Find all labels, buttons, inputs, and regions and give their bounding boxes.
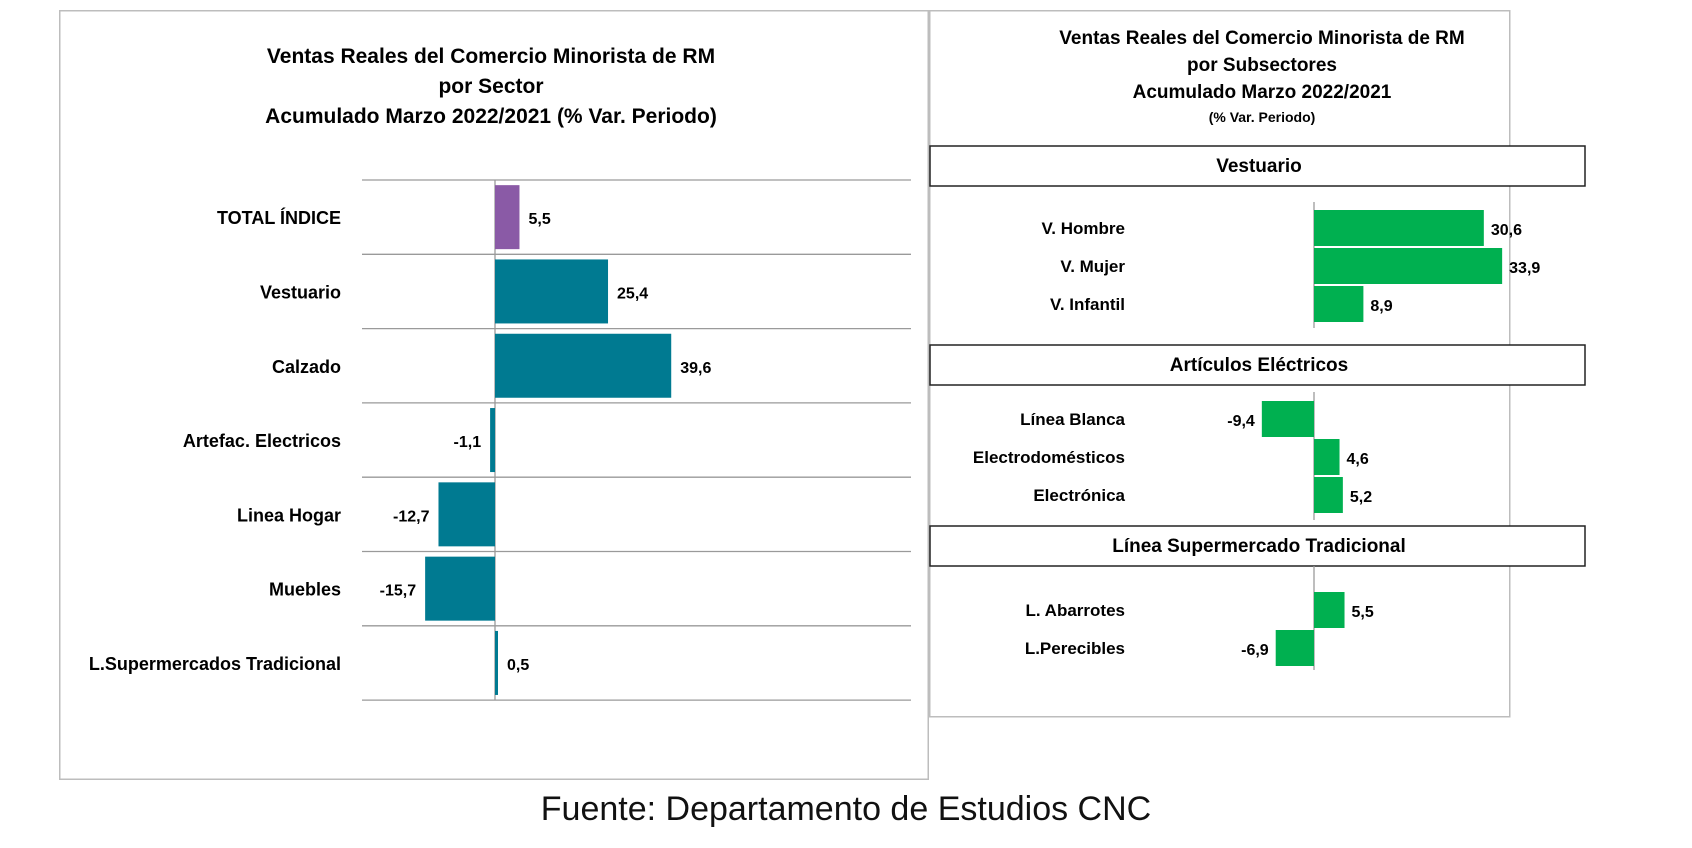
category-label: V. Mujer — [1060, 257, 1125, 276]
group-header-label: Línea Supermercado Tradicional — [1112, 536, 1406, 557]
group-header-box — [929, 525, 1586, 567]
data-label: -6,9 — [1241, 642, 1269, 659]
data-label: -12,7 — [393, 508, 430, 525]
data-label: -15,7 — [380, 583, 417, 600]
chart-subtitle: (% Var. Periodo) — [1209, 109, 1316, 125]
subsector-chart: Ventas Reales del Comercio Minorista de … — [929, 10, 1586, 718]
category-label: Vestuario — [260, 282, 341, 302]
category-label: TOTAL ÍNDICE — [217, 207, 341, 228]
data-label: 25,4 — [617, 285, 648, 302]
data-label: -9,4 — [1227, 413, 1255, 430]
group-header-label: Vestuario — [1216, 156, 1302, 177]
data-label: 33,9 — [1509, 260, 1540, 277]
bar — [1314, 286, 1364, 322]
category-label: Muebles — [269, 580, 341, 600]
category-label: V. Infantil — [1050, 295, 1125, 314]
chart-title-line: Acumulado Marzo 2022/2021 (% Var. Period… — [265, 105, 717, 128]
group-header-label: Artículos Eléctricos — [1170, 355, 1348, 376]
bar — [490, 408, 495, 473]
bar — [1314, 477, 1343, 513]
category-label: Artefac. Electricos — [183, 431, 341, 451]
bar — [1275, 630, 1314, 666]
category-label: Linea Hogar — [237, 505, 341, 525]
category-label: Línea Blanca — [1020, 410, 1125, 429]
data-label: 5,5 — [528, 211, 550, 228]
bar — [438, 482, 495, 547]
data-label: 5,5 — [1352, 604, 1374, 621]
bar — [495, 630, 498, 695]
chart-title-line: Ventas Reales del Comercio Minorista de … — [267, 45, 715, 68]
sector-chart: Ventas Reales del Comercio Minorista de … — [59, 10, 929, 780]
data-label: 5,2 — [1350, 489, 1372, 506]
bar — [1314, 210, 1484, 246]
data-label: -1,1 — [454, 434, 482, 451]
data-label: 4,6 — [1347, 451, 1369, 468]
bar — [1314, 248, 1503, 284]
chart-title-line: Acumulado Marzo 2022/2021 — [1133, 82, 1392, 103]
chart-title-line: Ventas Reales del Comercio Minorista de … — [1059, 28, 1464, 49]
data-label: 8,9 — [1370, 298, 1392, 315]
bar — [495, 333, 672, 398]
chart-frame — [59, 10, 929, 780]
category-label: Electrónica — [1033, 486, 1125, 505]
group-header-box — [929, 145, 1586, 187]
category-label: V. Hombre — [1042, 219, 1125, 238]
data-label: 0,5 — [507, 657, 529, 674]
chart-title-line: por Subsectores — [1187, 55, 1337, 76]
bar — [1314, 592, 1345, 628]
category-label: L.Perecibles — [1025, 639, 1125, 658]
source-note: Fuente: Departamento de Estudios CNC — [540, 790, 1152, 828]
data-label: 39,6 — [680, 360, 711, 377]
category-label: L. Abarrotes — [1025, 601, 1125, 620]
data-label: 30,6 — [1491, 222, 1522, 239]
category-label: Electrodomésticos — [973, 448, 1125, 467]
bar — [495, 259, 609, 324]
bar — [1261, 401, 1314, 437]
chart-title-line: por Sector — [438, 75, 543, 98]
category-label: Calzado — [272, 357, 341, 377]
group-header-box — [929, 344, 1586, 386]
category-label: L.Supermercados Tradicional — [89, 654, 341, 674]
bar — [1314, 439, 1340, 475]
bar — [425, 556, 495, 621]
bar — [495, 185, 520, 250]
